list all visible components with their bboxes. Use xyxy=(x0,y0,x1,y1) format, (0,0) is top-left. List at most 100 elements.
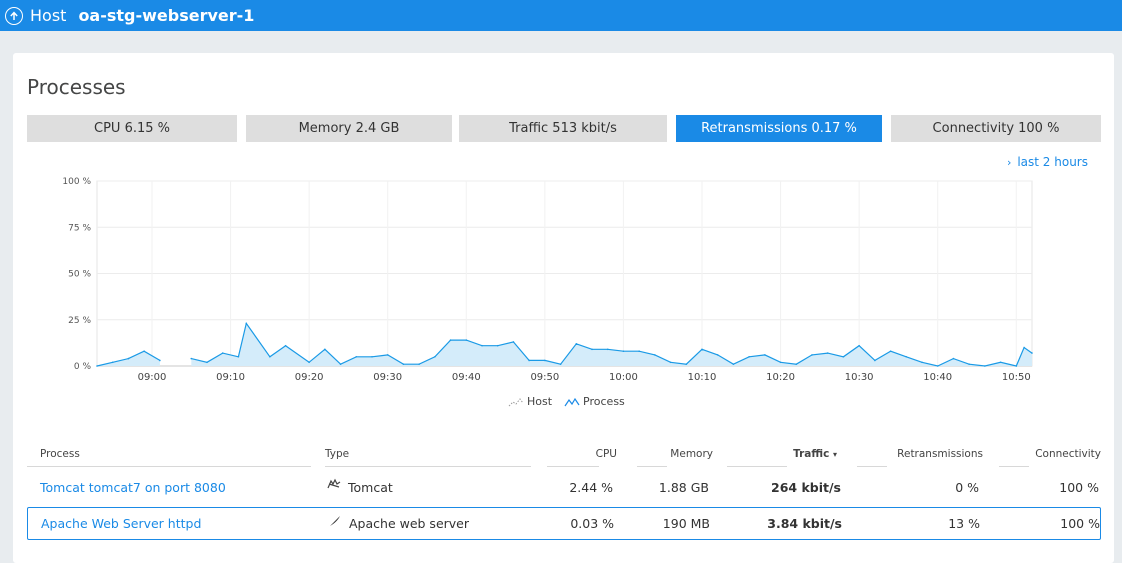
process-point xyxy=(143,350,145,352)
x-tick-label: 09:20 xyxy=(295,372,324,383)
y-tick-label: 75 % xyxy=(68,223,91,233)
process-point xyxy=(811,354,813,356)
process-point xyxy=(701,348,703,351)
process-point xyxy=(371,355,373,358)
col-cpu[interactable]: CPU xyxy=(547,448,617,467)
process-point xyxy=(638,350,640,352)
process-point xyxy=(779,361,782,364)
process-type: Apache web server xyxy=(349,516,469,531)
tab-memory[interactable]: Memory 2.4 GB xyxy=(246,115,452,142)
table-row[interactable]: Apache Web Server httpd Apache web serve… xyxy=(27,507,1101,540)
process-point xyxy=(339,363,342,365)
process-point xyxy=(842,355,845,358)
process-point xyxy=(874,359,876,362)
cpu-value: 2.44 % xyxy=(569,480,613,495)
y-tick-label: 100 % xyxy=(62,177,91,187)
chevron-right-icon: › xyxy=(1006,156,1012,169)
process-area xyxy=(191,323,1033,366)
connectivity-value: 100 % xyxy=(1059,480,1099,495)
col-traffic-label: Traffic xyxy=(793,448,830,460)
process-point xyxy=(269,355,271,358)
tab-connectivity[interactable]: Connectivity 100 % xyxy=(891,115,1101,142)
top-bar: Host oa-stg-webserver-1 xyxy=(0,0,1122,31)
chart-grid xyxy=(96,180,1033,367)
x-tick-label: 09:00 xyxy=(138,372,167,383)
process-point xyxy=(96,365,98,367)
process-point xyxy=(685,363,688,365)
process-point xyxy=(465,339,468,341)
retransmissions-value: 13 % xyxy=(948,516,980,531)
process-point xyxy=(449,339,452,341)
process-point xyxy=(889,350,892,352)
process-point xyxy=(952,357,955,360)
process-name-link[interactable]: Tomcat tomcat7 on port 8080 xyxy=(40,480,226,495)
process-point xyxy=(795,363,798,365)
process-point xyxy=(528,359,530,362)
process-type: Tomcat xyxy=(348,480,393,495)
process-point xyxy=(999,361,1002,364)
process-point xyxy=(544,359,546,362)
process-point xyxy=(386,354,389,356)
process-point xyxy=(111,361,114,364)
breadcrumb-host[interactable]: Host xyxy=(30,6,67,25)
x-tick-label: 09:40 xyxy=(452,372,481,383)
process-point xyxy=(921,361,923,364)
col-retransmissions[interactable]: Retransmissions xyxy=(857,448,983,467)
process-point xyxy=(826,352,829,354)
x-tick-label: 09:30 xyxy=(373,372,402,383)
process-point xyxy=(481,344,483,347)
x-tick-label: 10:40 xyxy=(923,372,952,383)
legend-host-label: Host xyxy=(527,395,553,408)
up-arrow-circle-icon[interactable] xyxy=(5,6,23,25)
col-connectivity[interactable]: Connectivity xyxy=(987,448,1101,467)
x-tick-label: 10:00 xyxy=(609,372,638,383)
x-tick-label: 10:20 xyxy=(766,372,795,383)
col-memory-label: Memory xyxy=(670,448,713,460)
tab-retransmissions[interactable]: Retransmissions 0.17 % xyxy=(676,115,882,142)
process-point xyxy=(575,343,578,345)
process-point xyxy=(284,344,287,347)
process-point xyxy=(190,357,193,360)
process-point xyxy=(159,359,161,362)
col-process[interactable]: Process xyxy=(27,448,311,467)
apache-feather-icon xyxy=(328,515,342,530)
tab-cpu[interactable]: CPU 6.15 % xyxy=(27,115,237,142)
header-rule xyxy=(857,466,887,467)
x-tick-label: 09:50 xyxy=(530,372,559,383)
header-rule xyxy=(27,466,311,467)
process-point xyxy=(748,355,750,358)
process-point xyxy=(968,363,970,365)
process-point xyxy=(622,350,625,352)
y-axis-ticks: 0 % 25 % 50 % 75 % 100 % xyxy=(62,177,91,372)
legend-host[interactable]: Host xyxy=(508,395,552,408)
table-header: Process Type CPU Memory Traffic ▾ Ret xyxy=(27,443,1101,471)
process-point xyxy=(206,361,208,364)
sort-desc-icon: ▾ xyxy=(832,450,837,459)
tomcat-cat-icon xyxy=(327,478,341,493)
chart-series xyxy=(96,321,1033,367)
connectivity-value: 100 % xyxy=(1060,516,1100,531)
process-point xyxy=(512,341,515,343)
traffic-value: 264 kbit/s xyxy=(771,480,841,495)
process-point xyxy=(1015,365,1018,367)
col-traffic[interactable]: Traffic ▾ xyxy=(727,448,837,467)
legend-process[interactable]: Process xyxy=(564,395,625,408)
x-tick-label: 10:30 xyxy=(845,372,874,383)
header-rule xyxy=(325,466,531,467)
host-series-icon xyxy=(508,397,524,406)
retransmissions-chart: 0 % 25 % 50 % 75 % 100 % 09:00 09:10 09:20 09:3… xyxy=(62,177,1033,383)
process-point xyxy=(245,322,248,325)
table-row[interactable]: Tomcat tomcat7 on port 8080 Tomcat 2.44 … xyxy=(27,471,1101,504)
cpu-value: 0.03 % xyxy=(570,516,614,531)
header-rule xyxy=(637,466,667,467)
col-type[interactable]: Type xyxy=(325,448,531,467)
timeframe-selector[interactable]: › last 2 hours xyxy=(1007,155,1088,169)
tab-traffic[interactable]: Traffic 513 kbit/s xyxy=(459,115,667,142)
col-memory[interactable]: Memory xyxy=(637,448,713,467)
process-point xyxy=(355,355,358,358)
process-series-icon xyxy=(564,397,580,406)
process-point xyxy=(936,365,939,367)
process-name-link[interactable]: Apache Web Server httpd xyxy=(41,516,202,531)
process-point xyxy=(418,363,420,365)
process-point xyxy=(669,361,672,364)
